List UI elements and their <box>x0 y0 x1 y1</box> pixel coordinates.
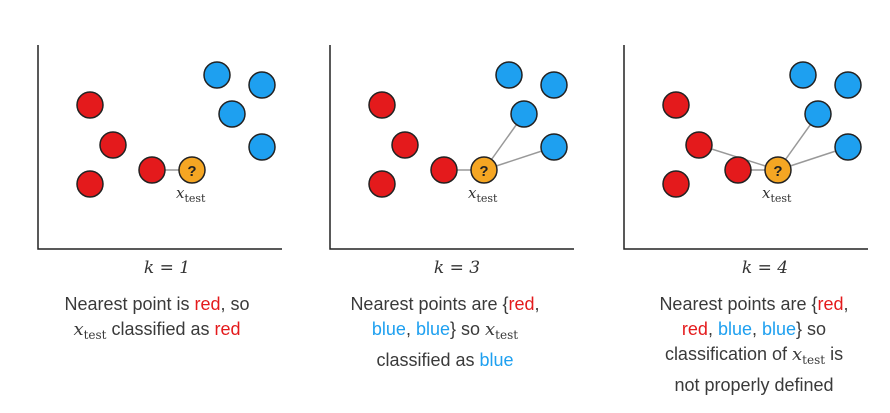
desc-text: Nearest point is <box>64 294 195 314</box>
plot-axes <box>623 45 868 250</box>
xtest-math: xtest <box>792 344 826 367</box>
desc-text: classified as <box>106 319 215 339</box>
red-point <box>76 170 104 198</box>
desc-text: } so <box>796 319 827 339</box>
panel-description: Nearest point is red, so xtest classifie… <box>27 292 287 348</box>
class-word-blue: blue <box>371 319 406 339</box>
red-point <box>368 170 396 198</box>
blue-point <box>203 61 231 89</box>
xtest-x: x <box>762 184 771 202</box>
plot-axes <box>37 45 282 250</box>
query-point <box>764 156 792 184</box>
class-word-red: red <box>194 294 221 314</box>
class-word-blue: blue <box>415 319 450 339</box>
desc-text: not properly defined <box>674 375 834 395</box>
xtest-label: xtest <box>176 184 205 205</box>
desc-text: , <box>751 319 762 339</box>
scatter-plot-k1: ? <box>37 45 282 250</box>
red-point <box>662 91 690 119</box>
blue-point <box>804 100 832 128</box>
red-point <box>724 156 752 184</box>
blue-point <box>495 61 523 89</box>
desc-text: Nearest points are { <box>659 294 818 314</box>
query-symbol: ? <box>773 163 782 180</box>
blue-point <box>834 133 862 161</box>
class-word-red: red <box>681 319 708 339</box>
blue-point <box>540 133 568 161</box>
panel-k1: ? xtest k = 1 Nearest point is red, so x… <box>0 0 290 413</box>
desc-text: is <box>825 344 844 364</box>
query-symbol: ? <box>187 163 196 180</box>
red-point <box>138 156 166 184</box>
blue-point <box>789 61 817 89</box>
class-word-blue: blue <box>762 319 797 339</box>
scatter-plot-k4: ? <box>623 45 868 250</box>
blue-point <box>834 71 862 99</box>
red-point <box>662 170 690 198</box>
scatter-plot-k3: ? <box>329 45 574 250</box>
class-word-red: red <box>508 294 535 314</box>
xtest-sub: test <box>770 192 792 205</box>
plot-axes <box>329 45 574 250</box>
query-point <box>470 156 498 184</box>
panel-description: Nearest points are {red, blue, blue} so x… <box>315 292 575 373</box>
k-label: k = 4 <box>741 258 789 278</box>
blue-point <box>540 71 568 99</box>
red-point <box>368 91 396 119</box>
desc-text: classified as <box>376 350 480 370</box>
desc-text: Nearest points are { <box>350 294 509 314</box>
red-point <box>685 131 713 159</box>
xtest-sub: test <box>184 192 206 205</box>
red-point <box>430 156 458 184</box>
desc-text: , <box>405 319 416 339</box>
xtest-x: x <box>176 184 185 202</box>
panel-description: Nearest points are {red, red, blue, blue}… <box>624 292 884 398</box>
query-point <box>178 156 206 184</box>
xtest-label: xtest <box>468 184 497 205</box>
panel-k3: ? xtest k = 3 Nearest points are {red, bl… <box>292 0 582 413</box>
xtest-x: x <box>468 184 477 202</box>
desc-text: , <box>843 294 849 314</box>
blue-point <box>248 133 276 161</box>
desc-text: , so <box>220 294 250 314</box>
desc-text: , <box>534 294 540 314</box>
red-point <box>99 131 127 159</box>
class-word-blue: blue <box>717 319 752 339</box>
blue-point <box>510 100 538 128</box>
k-label: k = 1 <box>143 258 191 278</box>
desc-text: classification of <box>664 344 792 364</box>
desc-text: , <box>707 319 718 339</box>
blue-point <box>248 71 276 99</box>
xtest-math: xtest <box>485 319 519 342</box>
blue-point <box>218 100 246 128</box>
class-word-red: red <box>214 319 241 339</box>
desc-text: } so <box>449 319 486 339</box>
class-word-blue: blue <box>479 350 514 370</box>
query-symbol: ? <box>479 163 488 180</box>
xtest-math: xtest <box>73 319 107 342</box>
red-point <box>391 131 419 159</box>
class-word-red: red <box>817 294 844 314</box>
k-label: k = 3 <box>433 258 481 278</box>
xtest-sub: test <box>476 192 498 205</box>
panel-k4: ? xtest k = 4 Nearest points are {red, re… <box>586 0 876 413</box>
xtest-label: xtest <box>762 184 791 205</box>
red-point <box>76 91 104 119</box>
